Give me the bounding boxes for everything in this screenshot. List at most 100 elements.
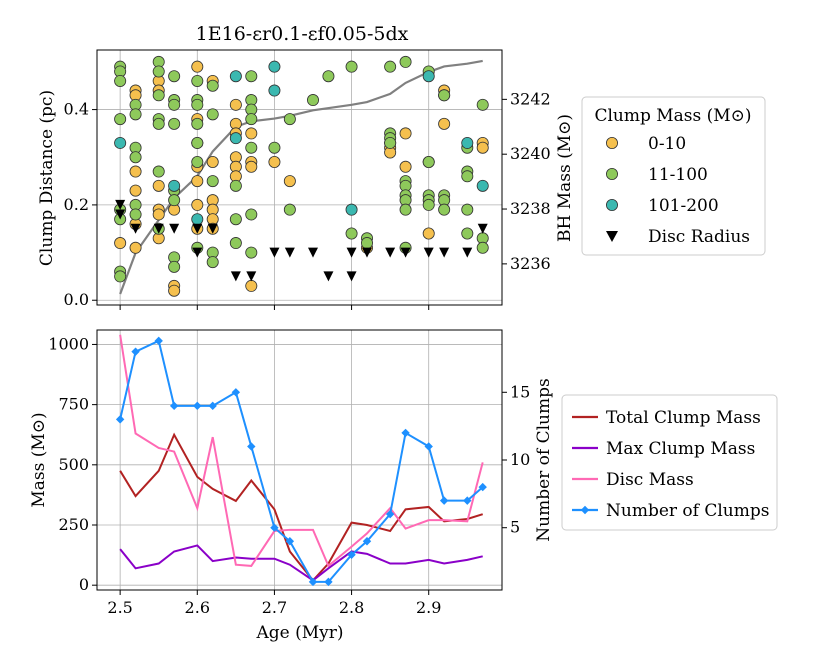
clump-point-0-10 — [129, 184, 142, 197]
clump-point-11-100 — [399, 55, 412, 68]
legend-diamond-icon — [580, 505, 590, 515]
clump-count-marker — [285, 537, 295, 546]
clump-point-11-100 — [476, 98, 489, 111]
bottom-y2-tick-label: 5 — [510, 518, 520, 537]
clump-count-marker — [362, 537, 372, 546]
clump-point-11-100 — [384, 136, 397, 149]
max-clump-mass-line — [119, 544, 483, 582]
top-y-tick-label: 0.0 — [64, 290, 89, 309]
clump-point-11-100 — [322, 70, 335, 83]
clump-point-11-100 — [476, 241, 489, 254]
clump-point-11-100 — [245, 208, 258, 221]
clump-point-11-100 — [206, 256, 219, 269]
bottom-plot-frame — [96, 329, 503, 591]
clump-point-0-10 — [129, 165, 142, 178]
clump-point-11-100 — [422, 198, 435, 211]
clump-point-11-100 — [245, 141, 258, 154]
clump-point-11-100 — [152, 65, 165, 78]
clump-count-marker — [115, 415, 125, 424]
clump-point-0-10 — [168, 284, 181, 297]
clump-point-11-100 — [438, 89, 451, 102]
clump-point-11-100 — [152, 165, 165, 178]
top-y-tick-label: 0.4 — [64, 100, 89, 119]
top-left-ticks: 0.0 0.2 0.4 — [64, 100, 97, 309]
bottom-series-lines — [115, 334, 487, 587]
clump-point-101-200 — [114, 136, 127, 149]
total-clump-mass-line — [119, 432, 484, 582]
clump-point-101-200 — [229, 70, 242, 83]
clump-count-marker — [193, 401, 202, 411]
bottom-left-ticks: 0 250 500 750 1000 — [48, 334, 97, 594]
clump-point-101-200 — [168, 179, 181, 192]
clump-count-marker — [154, 336, 163, 346]
clump-count-marker — [308, 577, 318, 587]
disc-radius-marker — [230, 271, 241, 282]
bottom-y-tick-label: 1000 — [48, 334, 89, 353]
clump-point-0-10 — [191, 60, 204, 73]
scatter-points — [114, 55, 489, 297]
disc-radius-marker — [323, 271, 334, 282]
clump-point-11-100 — [152, 117, 165, 130]
clump-point-0-10 — [245, 127, 258, 140]
clump-point-11-100 — [152, 89, 165, 102]
clump-point-11-100 — [206, 175, 219, 188]
clump-point-11-100 — [283, 203, 296, 216]
bottom-legend: Total Clump Mass Max Clump Mass Disc Mass N… — [561, 394, 778, 531]
top-y2-axis-label: BH Mass (M⊙) — [555, 114, 575, 242]
clump-point-11-100 — [345, 60, 358, 73]
clump-count-marker — [247, 442, 256, 451]
clump-point-0-10 — [283, 175, 296, 188]
clump-point-0-10 — [245, 279, 258, 292]
clump-point-101-200 — [345, 203, 358, 216]
disc-mass-line — [119, 334, 484, 568]
clump-count-marker — [270, 523, 279, 532]
clump-point-11-100 — [384, 60, 397, 73]
disc-radius-marker — [423, 247, 434, 258]
clump-count-marker — [439, 496, 449, 505]
clump-point-0-10 — [268, 156, 281, 169]
legend-entry-label: 101-200 — [648, 196, 719, 216]
clump-point-11-100 — [206, 79, 219, 92]
top-y2-tick-label: 3240 — [510, 144, 551, 163]
bottom-x-ticks: 2.5 2.6 2.7 2.8 2.9 — [107, 590, 441, 617]
clump-point-11-100 — [461, 170, 474, 183]
disc-radius-marker — [192, 247, 203, 258]
clump-point-11-100 — [168, 98, 181, 111]
disc-radius-marker — [477, 223, 488, 234]
clump-point-0-10 — [114, 237, 127, 250]
clump-count-marker — [208, 401, 217, 411]
clump-count-marker — [231, 388, 241, 397]
top-right-ticks: 3236 3238 3240 3242 — [502, 89, 551, 273]
clump-point-11-100 — [168, 117, 181, 130]
disc-radius-marker — [462, 247, 473, 258]
legend-circle-icon — [606, 198, 619, 211]
bottom-y-axis-label: Mass (M⊙) — [29, 412, 49, 507]
disc-radius-marker — [192, 223, 203, 234]
clump-point-11-100 — [422, 156, 435, 169]
clump-point-0-10 — [245, 160, 258, 173]
clump-point-11-100 — [168, 260, 181, 273]
clump-point-11-100 — [191, 117, 204, 130]
x-tick-label: 2.6 — [185, 598, 210, 617]
clump-point-11-100 — [229, 213, 242, 226]
top-y2-tick-label: 3238 — [510, 199, 551, 218]
x-axis-label: Age (Myr) — [255, 623, 343, 643]
bottom-gridlines — [97, 330, 502, 590]
disc-radius-marker — [115, 209, 126, 220]
clump-point-101-200 — [422, 70, 435, 83]
clump-point-11-100 — [245, 70, 258, 83]
clump-point-0-10 — [152, 208, 165, 221]
clump-point-101-200 — [268, 60, 281, 73]
clump-point-0-10 — [191, 175, 204, 188]
clump-count-marker — [401, 428, 410, 438]
clump-count-marker — [463, 496, 472, 505]
clump-point-11-100 — [168, 194, 181, 207]
clump-point-101-200 — [191, 213, 204, 226]
disc-radius-marker — [439, 247, 450, 258]
clump-point-0-10 — [438, 117, 451, 130]
disc-radius-marker — [169, 223, 180, 234]
clump-point-11-100 — [206, 108, 219, 121]
clump-point-0-10 — [422, 227, 435, 240]
legend-title: Clump Mass (M⊙) — [594, 106, 751, 126]
